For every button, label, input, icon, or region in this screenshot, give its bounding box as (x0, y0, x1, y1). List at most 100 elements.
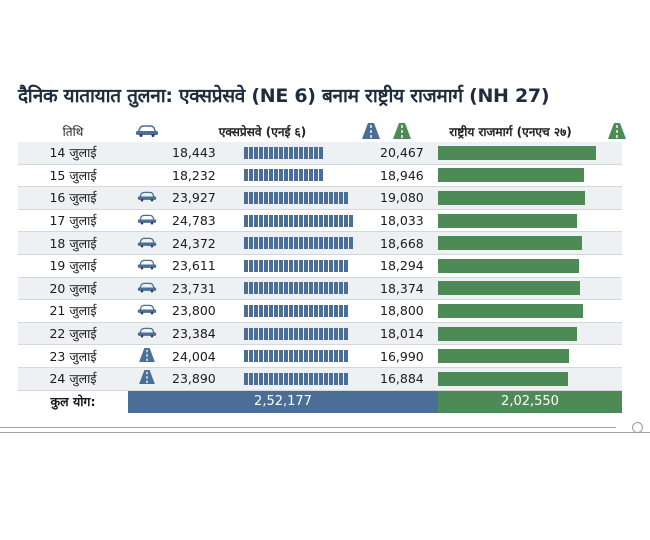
expressway-bar-segment (269, 372, 273, 385)
expressway-value: 23,384 (166, 322, 244, 346)
expressway-bar-segment (264, 350, 268, 363)
expressway-bar-segment (259, 146, 263, 159)
expressway-bar-segment (299, 146, 303, 159)
expressway-bar-segment (274, 372, 278, 385)
expressway-bar-segment (249, 237, 253, 250)
expressway-bar-segment (304, 146, 308, 159)
date-cell: 17 जुलाई (18, 209, 128, 233)
date-cell: 19 जुलाई (18, 254, 128, 278)
expressway-bar-segment (259, 259, 263, 272)
expressway-bar-cell (244, 142, 372, 165)
car-icon (137, 190, 157, 205)
highway-value: 18,014 (372, 322, 438, 346)
expressway-bar-segment (254, 259, 258, 272)
expressway-bar-segment (309, 350, 313, 363)
expressway-bar-segment (289, 350, 293, 363)
expressway-bar-segment (254, 304, 258, 317)
header-highway-label: राष्ट्रीय राजमार्ग (एनएच २७) (449, 124, 572, 139)
expressway-bar-segment (319, 237, 323, 250)
expressway-bar-segment (294, 350, 298, 363)
expressway-bar-segment (289, 214, 293, 227)
expressway-value: 23,800 (166, 299, 244, 323)
expressway-bar-segment (319, 146, 323, 159)
highway-bar-cell (438, 299, 622, 323)
expressway-bar (244, 372, 372, 385)
header-nh-road-icon-left (393, 120, 413, 142)
expressway-bar-segment (309, 282, 313, 295)
expressway-bar-segment (299, 191, 303, 204)
table-row: 22 जुलाई 23,384 18,014 (18, 322, 622, 346)
expressway-bar-segment (319, 214, 323, 227)
expressway-bar-segment (324, 237, 328, 250)
expressway-bar-segment (249, 259, 253, 272)
expressway-bar-segment (244, 327, 248, 340)
expressway-bar-cell (244, 299, 372, 323)
expressway-bar-segment (324, 282, 328, 295)
expressway-bar-segment (244, 372, 248, 385)
table-row: 20 जुलाई 23,731 18,374 (18, 277, 622, 301)
expressway-bar-segment (279, 146, 283, 159)
expressway-bar-segment (319, 304, 323, 317)
expressway-bar-segment (294, 304, 298, 317)
expressway-bar-segment (294, 259, 298, 272)
row-icon-cell (128, 164, 166, 188)
expressway-bar-segment (279, 350, 283, 363)
car-icon (137, 281, 157, 296)
expressway-bar-segment (249, 146, 253, 159)
expressway-bar-segment (274, 304, 278, 317)
expressway-bar-segment (344, 214, 348, 227)
expressway-bar-segment (314, 350, 318, 363)
expressway-bar-segment (324, 191, 328, 204)
expressway-bar-cell (244, 254, 372, 278)
expressway-bar-segment (299, 282, 303, 295)
expressway-bar-segment (279, 191, 283, 204)
expressway-bar-segment (269, 146, 273, 159)
expressway-bar-segment (289, 304, 293, 317)
expressway-bar-segment (254, 372, 258, 385)
expressway-bar-segment (334, 282, 338, 295)
expressway-bar-segment (294, 146, 298, 159)
expressway-bar-segment (244, 259, 248, 272)
expressway-bar-segment (314, 237, 318, 250)
expressway-bar-segment (259, 372, 263, 385)
expressway-bar-segment (254, 237, 258, 250)
car-icon (136, 125, 158, 137)
expressway-bar-cell (244, 322, 372, 346)
expressway-bar-segment (314, 372, 318, 385)
highway-bar (438, 371, 568, 386)
date-cell: 16 जुलाई (18, 186, 128, 210)
expressway-bar-segment (264, 372, 268, 385)
expressway-bar-segment (314, 304, 318, 317)
highway-bar-cell (438, 277, 622, 301)
highway-bar-cell (438, 344, 622, 368)
expressway-bar-segment (264, 259, 268, 272)
expressway-bar-segment (309, 327, 313, 340)
highway-value: 20,467 (372, 142, 438, 165)
expressway-bar-segment (259, 214, 263, 227)
expressway-bar-segment (244, 350, 248, 363)
expressway-bar (244, 237, 372, 250)
expressway-bar-segment (339, 304, 343, 317)
expressway-bar-segment (329, 327, 333, 340)
expressway-bar-segment (254, 191, 258, 204)
header-nh-road-icon-right (608, 120, 628, 142)
expressway-bar-segment (339, 259, 343, 272)
expressway-bar-segment (294, 237, 298, 250)
expressway-bar-segment (309, 237, 313, 250)
expressway-bar-segment (314, 327, 318, 340)
expressway-bar-segment (264, 214, 268, 227)
expressway-bar-segment (244, 237, 248, 250)
expressway-bar-segment (299, 214, 303, 227)
expressway-bar-segment (304, 259, 308, 272)
expressway-bar-segment (319, 191, 323, 204)
date-cell: 22 जुलाई (18, 322, 128, 346)
expressway-bar-segment (319, 259, 323, 272)
expressway-bar-segment (289, 191, 293, 204)
expressway-bar-segment (249, 191, 253, 204)
expressway-bar-segment (294, 327, 298, 340)
expressway-bar-segment (299, 350, 303, 363)
expressway-value: 23,890 (166, 367, 244, 391)
expressway-bar-segment (314, 169, 318, 182)
expressway-bar-segment (284, 350, 288, 363)
table-row: 14 जुलाई 18,443 20,467 (18, 142, 622, 165)
